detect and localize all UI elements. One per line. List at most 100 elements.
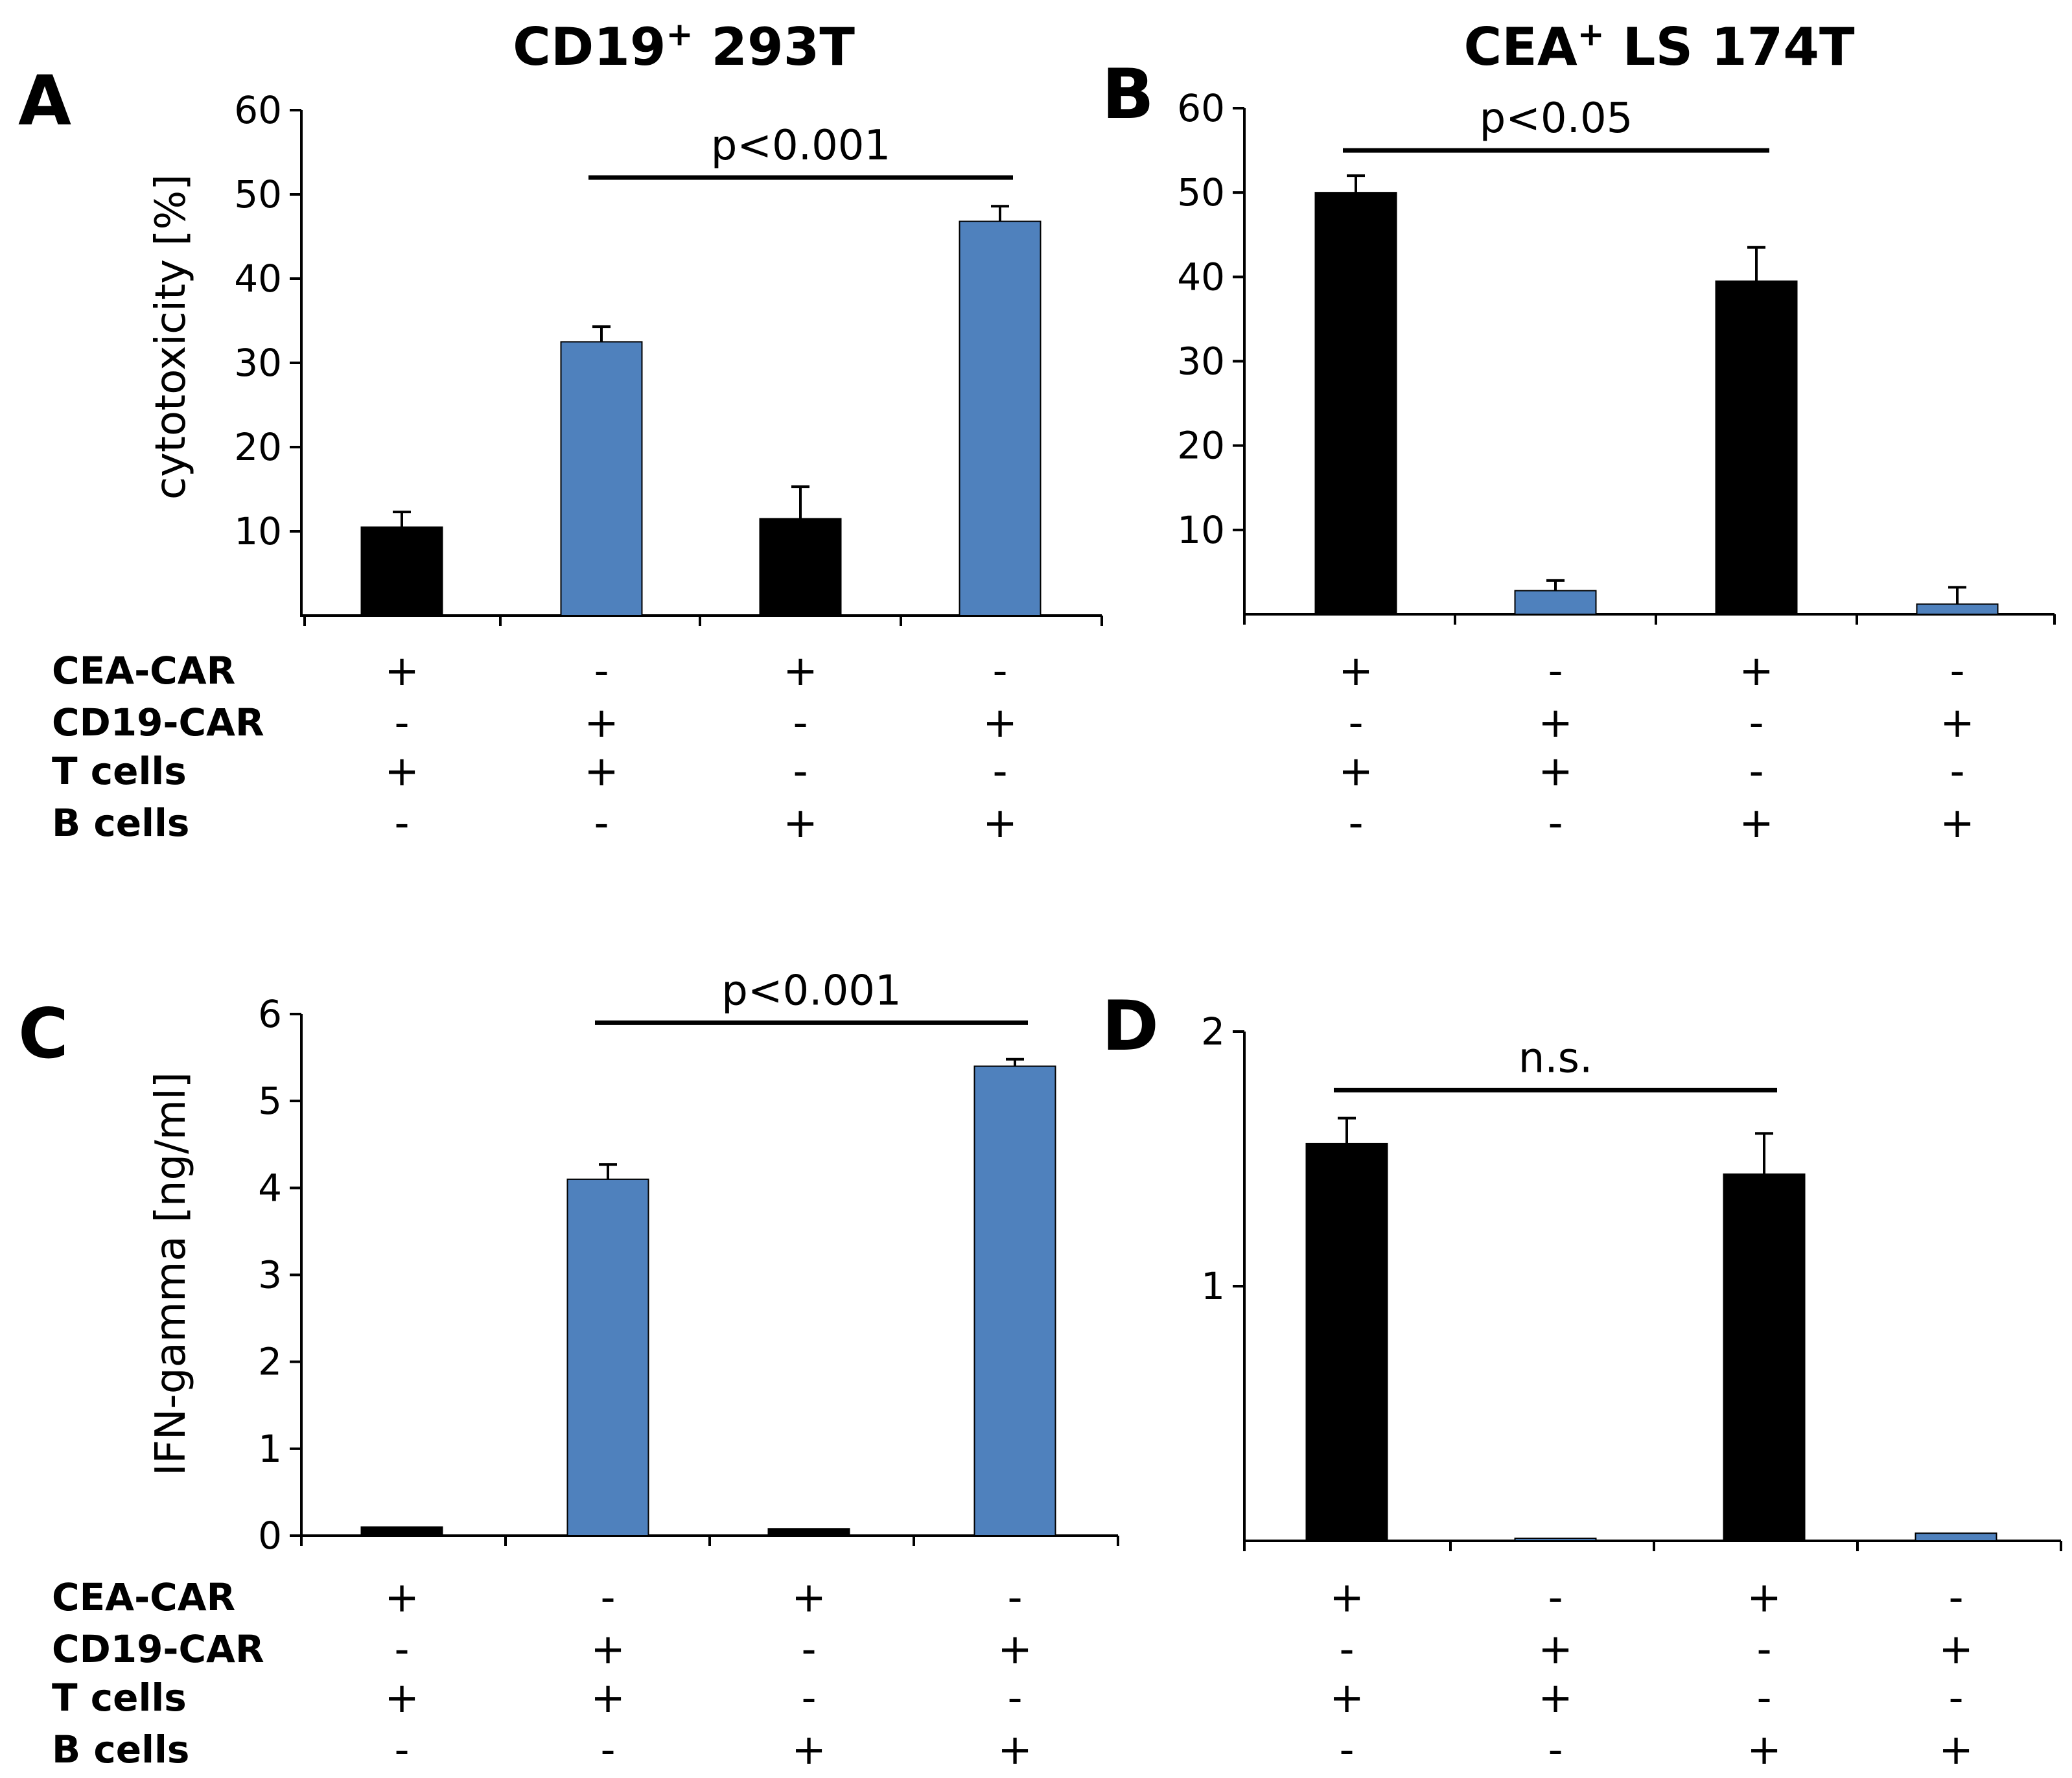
y-tick-label: 40 xyxy=(1177,255,1225,299)
y-axis-label: cytotoxicity [%] xyxy=(147,174,195,500)
conditions-table: + - + -- + - ++ + - -- - + + xyxy=(1338,647,1975,848)
y-tick-label: 2 xyxy=(1201,1010,1225,1054)
condition-sign: - xyxy=(1007,1674,1022,1722)
y-tick-label: 30 xyxy=(1177,340,1225,384)
condition-sign: + xyxy=(783,800,818,848)
y-tick-label: 0 xyxy=(258,1514,282,1558)
condition-sign: - xyxy=(1339,1626,1354,1674)
conditions-table: CEA-CAR + - + -CD19-CAR - + - +T cells + + - -B cell… xyxy=(52,647,1018,848)
significance-label: p<0.001 xyxy=(711,122,890,170)
condition-sign: - xyxy=(801,1626,816,1674)
condition-sign: + xyxy=(791,1726,826,1774)
condition-sign: - xyxy=(1948,1574,1963,1622)
panel-title-sup: + xyxy=(666,16,693,53)
y-tick-label: 2 xyxy=(258,1340,282,1384)
panel-letter: A xyxy=(18,61,71,141)
panel-title: CEA+ LS 174T xyxy=(1463,16,1854,77)
significance-label: n.s. xyxy=(1519,1034,1593,1082)
bar xyxy=(566,1178,649,1536)
condition-sign: - xyxy=(1756,1674,1771,1722)
y-tick-label: 1 xyxy=(258,1427,282,1471)
condition-row-label: T cells xyxy=(52,749,187,793)
condition-sign: + xyxy=(1338,647,1373,695)
condition-sign: + xyxy=(997,1726,1032,1774)
chart-panel-a: A CD19+ 293T cytotoxicity [%] 10 20 30 40 50 60 p… xyxy=(18,16,1103,626)
y-tick-label: 10 xyxy=(234,509,282,553)
condition-sign: - xyxy=(1548,1574,1563,1622)
condition-sign: + xyxy=(983,800,1018,848)
condition-sign: - xyxy=(1548,1726,1563,1774)
panel-letter: D xyxy=(1102,986,1159,1066)
condition-sign: + xyxy=(590,1674,625,1722)
condition-sign: + xyxy=(791,1574,826,1622)
condition-sign: - xyxy=(594,647,609,695)
condition-sign: - xyxy=(600,1574,615,1622)
bar xyxy=(759,518,842,616)
condition-sign: - xyxy=(394,1726,409,1774)
bar xyxy=(1715,280,1798,615)
condition-sign: + xyxy=(384,1674,419,1722)
chart-panel-c: C IFN-gamma [ng/ml] 0 1 2 3 4 5 6 p<0.001 xyxy=(18,967,1119,1558)
condition-sign: + xyxy=(1538,699,1573,747)
y-tick-label: 10 xyxy=(1177,508,1225,552)
condition-sign: - xyxy=(1339,1726,1354,1774)
condition-sign: + xyxy=(1739,800,1774,848)
y-tick-label: 1 xyxy=(1201,1264,1225,1308)
condition-row-label: CD19-CAR xyxy=(52,700,264,745)
condition-sign: + xyxy=(584,748,619,796)
y-tick-label: 3 xyxy=(258,1253,282,1297)
condition-sign: - xyxy=(1948,1674,1963,1722)
conditions-table: + - + -- + - ++ + - -- - + + xyxy=(1329,1574,1973,1774)
condition-sign: + xyxy=(1940,800,1975,848)
condition-sign: + xyxy=(997,1626,1032,1674)
y-tick-label: 50 xyxy=(234,172,282,216)
significance-label: p<0.05 xyxy=(1480,95,1633,143)
bar xyxy=(973,1065,1056,1536)
condition-row-label: CD19-CAR xyxy=(52,1627,264,1671)
y-tick-label: 50 xyxy=(1177,170,1225,214)
condition-sign: - xyxy=(1950,647,1964,695)
panel-title-main: CD19 xyxy=(513,17,666,77)
condition-sign: + xyxy=(1739,647,1774,695)
condition-row-label: B cells xyxy=(52,801,189,845)
condition-row-label: CEA-CAR xyxy=(52,649,235,693)
condition-sign: + xyxy=(783,647,818,695)
panel-title-main: CEA xyxy=(1463,17,1577,77)
panel-letter: B xyxy=(1102,54,1154,134)
condition-sign: - xyxy=(1749,748,1764,796)
condition-sign: + xyxy=(1940,699,1975,747)
y-tick-label: 6 xyxy=(258,992,282,1036)
bar xyxy=(959,220,1042,617)
condition-sign: + xyxy=(1747,1574,1782,1622)
panel-title-rest: LS 174T xyxy=(1605,17,1855,77)
condition-sign: - xyxy=(793,748,808,796)
condition-sign: - xyxy=(1348,699,1363,747)
condition-sign: + xyxy=(384,647,419,695)
condition-sign: + xyxy=(1538,748,1573,796)
condition-sign: + xyxy=(1747,1726,1782,1774)
panel-letter: C xyxy=(18,994,69,1074)
y-tick-label: 20 xyxy=(234,425,282,469)
y-tick-label: 60 xyxy=(1177,86,1225,130)
condition-sign: - xyxy=(1007,1574,1022,1622)
condition-sign: + xyxy=(1938,1726,1973,1774)
bar xyxy=(767,1528,850,1536)
condition-row-label: T cells xyxy=(52,1676,187,1720)
bar xyxy=(1514,590,1597,616)
conditions-table: CEA-CAR + - + -CD19-CAR - + - +T cells + + - -B cell… xyxy=(52,1574,1032,1774)
condition-sign: - xyxy=(801,1674,816,1722)
significance-label: p<0.001 xyxy=(721,967,901,1015)
condition-sign: + xyxy=(584,699,619,747)
bar xyxy=(1305,1142,1388,1542)
panel-title-sup: + xyxy=(1577,16,1605,53)
bar xyxy=(560,341,643,616)
condition-sign: + xyxy=(1329,1574,1364,1622)
condition-sign: + xyxy=(983,699,1018,747)
bar xyxy=(360,526,443,616)
condition-sign: - xyxy=(394,800,409,848)
y-tick-label: 4 xyxy=(258,1166,282,1210)
condition-sign: + xyxy=(590,1626,625,1674)
condition-sign: - xyxy=(394,699,409,747)
chart-panel-b: B CEA+ LS 174T 10 20 30 40 50 60 p<0.05 xyxy=(1102,16,2056,625)
condition-sign: + xyxy=(384,1574,419,1622)
